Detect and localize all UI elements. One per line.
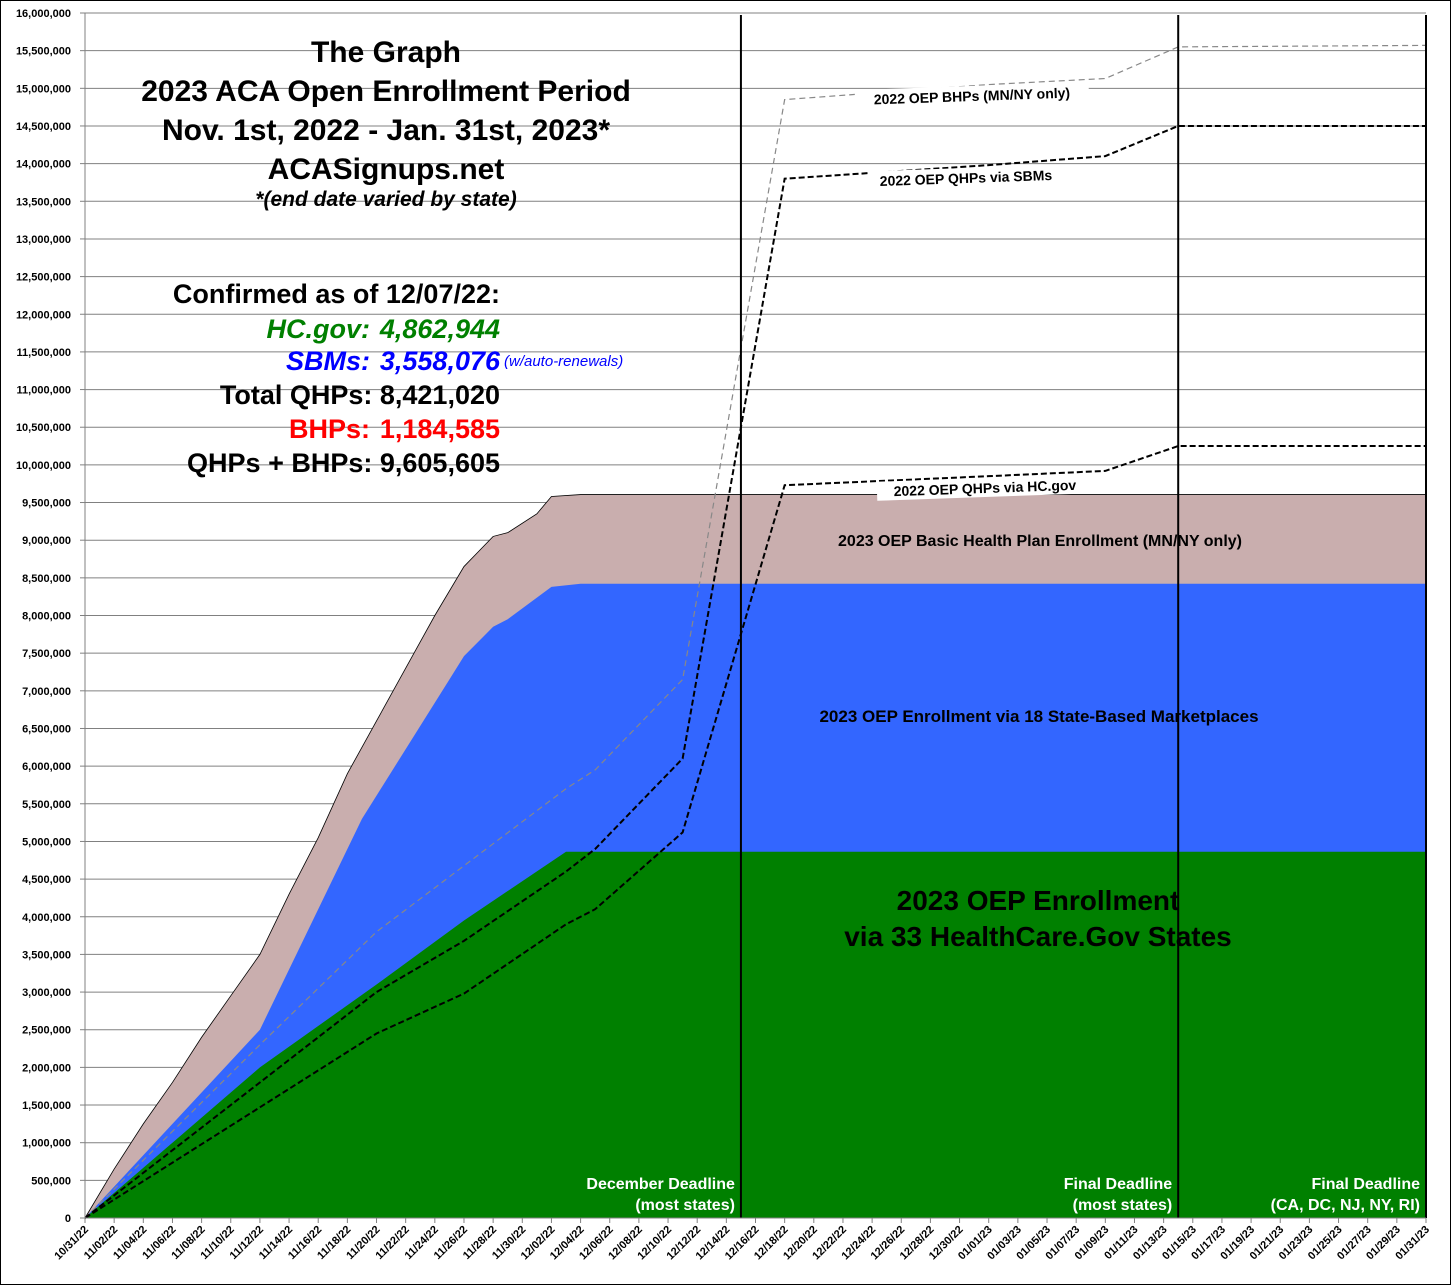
y-tick-label: 1,500,000 xyxy=(22,1100,71,1112)
y-tick-label: 7,000,000 xyxy=(22,686,71,698)
y-tick-label: 5,000,000 xyxy=(22,836,71,848)
y-tick-label: 15,500,000 xyxy=(16,46,71,58)
qhp-value: 8,421,020 xyxy=(380,380,500,410)
total-value: 9,605,605 xyxy=(380,448,500,478)
y-tick-label: 10,000,000 xyxy=(16,460,71,472)
title-line-4: ACASignups.net xyxy=(268,153,505,186)
line-hc-2022 xyxy=(84,445,1426,1219)
y-tick-label: 5,500,000 xyxy=(22,799,71,811)
deadline-sublabel: (most states) xyxy=(635,1197,735,1214)
qhp-total: Total QHPs: 8,421,020 xyxy=(220,380,500,410)
y-tick-label: 12,500,000 xyxy=(16,272,71,284)
area-hc-2023 xyxy=(85,851,1426,1218)
label-2023-hc-line1: 2023 OEP Enrollment xyxy=(897,885,1180,916)
line-sbm-2022 xyxy=(84,124,1426,1219)
y-tick-label: 9,000,000 xyxy=(22,535,71,547)
y-tick-label: 16,000,000 xyxy=(16,8,71,20)
label-2022-bhp: 2022 OEP BHPs (MN/NY only) xyxy=(874,85,1071,108)
y-tick-label: 7,500,000 xyxy=(22,648,71,660)
deadline-sublabel: (most states) xyxy=(1073,1197,1173,1214)
y-tick-label: 10,500,000 xyxy=(16,422,71,434)
total-label: QHPs + BHPs: xyxy=(187,448,372,478)
y-tick-label: 6,500,000 xyxy=(22,723,71,735)
series-labels: 2022 OEP BHPs (MN/NY only) 2022 OEP QHPs… xyxy=(819,81,1259,952)
y-tick-label: 14,000,000 xyxy=(16,159,71,171)
y-tick-label: 3,500,000 xyxy=(22,949,71,961)
y-tick-label: 1,000,000 xyxy=(22,1138,71,1150)
deadline-label: Final Deadline xyxy=(1312,1176,1421,1193)
deadline-sublabel: (CA, DC, NJ, NY, RI) xyxy=(1271,1197,1420,1214)
y-tick-label: 13,500,000 xyxy=(16,196,71,208)
grand-total: QHPs + BHPs: 9,605,605 xyxy=(187,448,500,478)
y-tick-label: 2,500,000 xyxy=(22,1025,71,1037)
title-line-1: The Graph xyxy=(311,36,461,69)
y-tick-label: 6,000,000 xyxy=(22,761,71,773)
bhp-value: 1,184,585 xyxy=(380,414,500,444)
y-tick-label: 500,000 xyxy=(31,1175,71,1187)
label-2023-hc-line2: via 33 HealthCare.Gov States xyxy=(844,921,1232,952)
stats-block: Confirmed as of 12/07/22: HC.gov: 4,862,… xyxy=(173,279,623,478)
y-tick-label: 12,000,000 xyxy=(16,309,71,321)
y-tick-label: 13,000,000 xyxy=(16,234,71,246)
sbm-value: 3,558,076 xyxy=(380,346,501,376)
hc-value: 4,862,944 xyxy=(379,314,500,344)
y-tick-label: 11,000,000 xyxy=(17,385,71,397)
title-line-3: Nov. 1st, 2022 - Jan. 31st, 2023* xyxy=(162,114,610,147)
label-2022-sbm: 2022 OEP QHPs via SBMs xyxy=(879,167,1052,189)
hc-label: HC.gov: xyxy=(267,314,371,344)
label-2023-bhp: 2023 OEP Basic Health Plan Enrollment (M… xyxy=(838,533,1242,550)
title-block: The Graph 2023 ACA Open Enrollment Perio… xyxy=(141,36,631,211)
line-bhp-2022 xyxy=(84,44,1427,1219)
y-tick-label: 0 xyxy=(65,1213,71,1225)
sbm-label: SBMs: xyxy=(286,346,370,376)
y-tick-label: 8,500,000 xyxy=(22,573,71,585)
bhp-label: BHPs: xyxy=(289,414,370,444)
y-tick-label: 4,000,000 xyxy=(22,912,71,924)
y-tick-label: 4,500,000 xyxy=(22,874,71,886)
y-tick-label: 2,000,000 xyxy=(22,1062,71,1074)
y-tick-label: 3,000,000 xyxy=(22,987,71,999)
y-tick-label: 9,500,000 xyxy=(22,498,71,510)
y-tick-label: 11,500,000 xyxy=(17,347,71,359)
y-tick-label: 14,500,000 xyxy=(16,121,71,133)
label-2023-sbm: 2023 OEP Enrollment via 18 State-Based M… xyxy=(819,707,1258,726)
sbm-note: (w/auto-renewals) xyxy=(504,353,623,370)
title-line-2: 2023 ACA Open Enrollment Period xyxy=(141,75,631,108)
deadline-label: Final Deadline xyxy=(1064,1176,1173,1193)
qhp-label: Total QHPs: xyxy=(220,380,373,410)
stats-heading: Confirmed as of 12/07/22: xyxy=(173,279,500,309)
y-tick-label: 15,000,000 xyxy=(16,83,71,95)
label-2022-hc: 2022 OEP QHPs via HC.gov xyxy=(893,477,1076,499)
subtitle: *(end date varied by state) xyxy=(255,188,516,211)
deadline-label: December Deadline xyxy=(586,1176,735,1193)
y-tick-label: 8,000,000 xyxy=(22,611,71,623)
